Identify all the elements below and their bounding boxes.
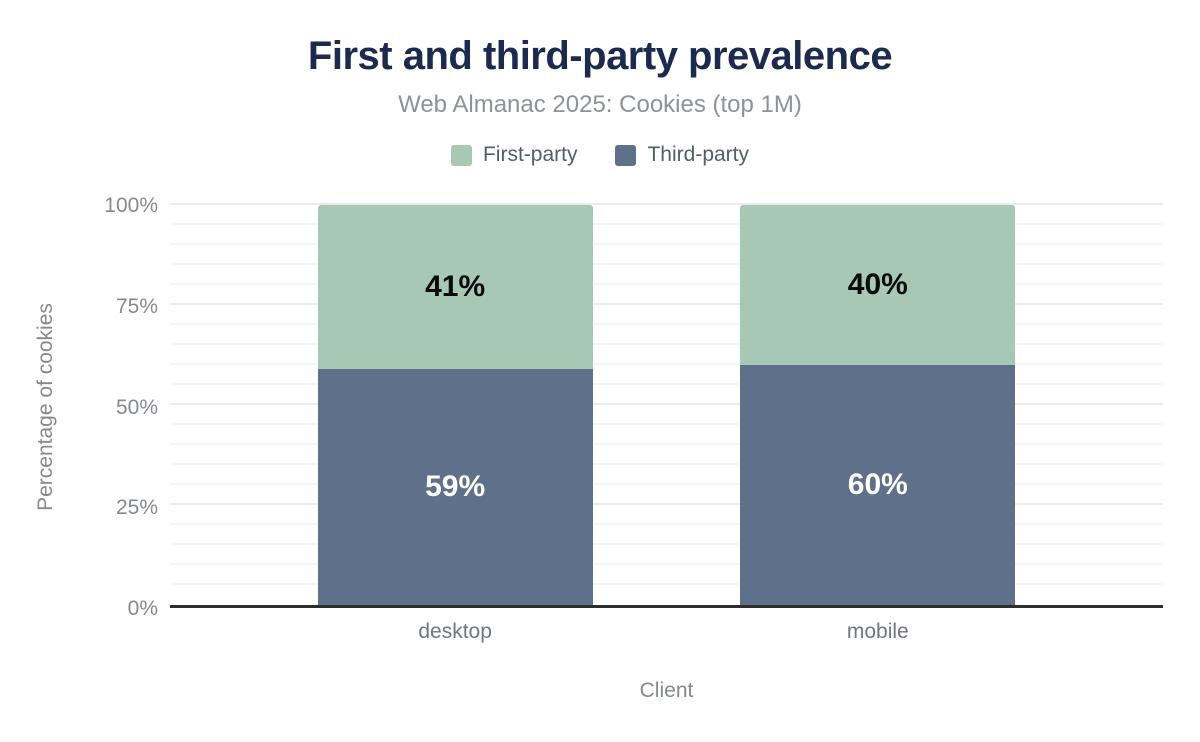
legend-swatch-first-party	[450, 144, 472, 166]
data-label-third-party-desktop: 59%	[425, 470, 486, 503]
legend-swatch-third-party	[615, 144, 637, 166]
legend-item-third-party: Third-party	[615, 143, 749, 167]
bar-mobile: 60% 40%	[740, 205, 1016, 605]
y-tick-label-50: 50%	[115, 395, 158, 419]
gridline-70	[170, 323, 1163, 325]
x-tick-label-desktop: desktop	[418, 620, 492, 643]
gridline-80	[170, 283, 1163, 285]
segment-first-party-desktop: 41%	[317, 205, 593, 369]
gridline-5	[170, 583, 1163, 585]
x-tick-label-mobile: mobile	[846, 620, 909, 643]
gridline-60	[170, 363, 1163, 365]
gridline-15	[170, 543, 1163, 545]
gridline-50	[170, 403, 1163, 405]
chart-title: First and third-party prevalence	[307, 34, 893, 78]
gridline-90	[170, 243, 1163, 245]
gridline-35	[170, 463, 1163, 465]
segment-third-party-desktop: 59%	[317, 369, 593, 605]
segment-first-party-mobile: 40%	[740, 205, 1016, 365]
gridline-30	[170, 483, 1163, 485]
bars-group: 59% 41% 60% 40%	[170, 205, 1163, 605]
plot-area: 59% 41% 60% 40%	[170, 203, 1163, 608]
legend-label-third-party: Third-party	[647, 143, 750, 166]
gridline-20	[170, 523, 1163, 525]
gridline-85	[170, 263, 1163, 265]
data-label-first-party-desktop: 41%	[425, 270, 486, 303]
y-tick-label-25: 25%	[115, 496, 158, 520]
gridline-10	[170, 563, 1163, 565]
segment-third-party-mobile: 60%	[740, 365, 1016, 605]
x-axis-title: Client	[639, 679, 694, 702]
gridline-95	[170, 223, 1163, 225]
gridline-45	[170, 423, 1163, 425]
gridline-40	[170, 443, 1163, 445]
gridline-75	[170, 303, 1163, 305]
x-tick-row: desktop mobile	[170, 620, 1163, 644]
chart-subtitle: Web Almanac 2025: Cookies (top 1M)	[398, 91, 802, 118]
legend-label-first-party: First-party	[482, 143, 578, 166]
legend-item-first-party: First-party	[450, 143, 578, 167]
data-label-third-party-mobile: 60%	[847, 468, 908, 501]
bar-desktop: 59% 41%	[317, 205, 593, 605]
gridline-100	[170, 203, 1163, 205]
data-label-first-party-mobile: 40%	[847, 268, 908, 301]
gridline-25	[170, 503, 1163, 505]
gridline-55	[170, 383, 1163, 385]
y-tick-label-100: 100%	[104, 194, 158, 217]
legend: First-party Third-party	[0, 143, 1200, 167]
gridline-65	[170, 343, 1163, 345]
y-tick-label-0: 0%	[127, 597, 158, 620]
y-tick-label-75: 75%	[115, 294, 158, 318]
